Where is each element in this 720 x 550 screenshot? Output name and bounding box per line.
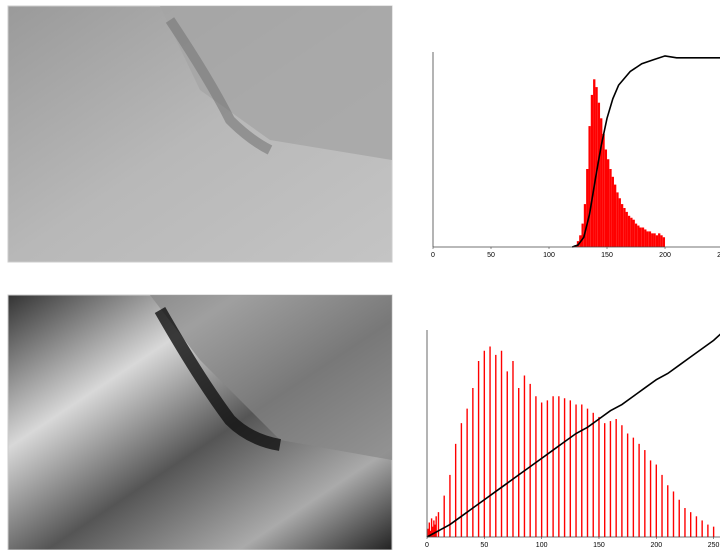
histogram-bar [614,185,616,247]
histogram-bar [663,237,665,247]
original-photo [8,6,392,262]
histogram-bar [649,231,651,247]
histogram-bar [619,198,621,247]
x-tick-label: 200 [650,542,662,549]
histogram-bar [586,169,588,247]
histogram-bar [646,231,648,247]
x-tick-label: 0 [431,252,435,259]
x-tick-label: 50 [480,542,488,549]
histogram-bar [612,177,614,247]
histogram-bar [593,79,595,247]
histogram-bar [609,169,611,247]
histogram-bar [581,224,583,247]
histogram-bar [584,204,586,247]
x-tick-label: 0 [425,542,429,549]
x-tick-label: 100 [543,252,555,259]
histogram-bar [653,233,655,247]
histogram-bar [621,204,623,247]
histogram-bar [602,134,604,247]
histogram-bar [637,226,639,247]
x-tick-label: 200 [659,252,671,259]
x-tick-label: 50 [487,252,495,259]
histogram-bar [658,233,660,247]
histogram-bar [607,159,609,247]
histogram-bar [588,126,590,247]
histogram-bar [635,224,637,247]
histogram-bar [628,216,630,247]
histogram-bar [642,228,644,248]
histogram-bar [644,229,646,247]
histogram-bar [605,150,607,248]
histogram-bar [623,208,625,247]
page: 050100150200250050100150200250 (() => { … [0,0,720,550]
x-tick-label: 250 [708,542,720,549]
histogram-bar [639,228,641,248]
histogram-bar [600,118,602,247]
histogram-bar [633,220,635,247]
figure: 050100150200250050100150200250 [0,0,720,550]
histogram-bar [630,218,632,247]
histogram-bar [656,235,658,247]
equalized-photo [8,295,392,550]
x-tick-label: 150 [601,252,613,259]
cdf-line [427,334,720,537]
histogram-bar [626,212,628,247]
x-tick-label: 150 [593,542,605,549]
histogram-bar [598,103,600,247]
histogram-bar [616,192,618,247]
x-tick-label: 100 [536,542,548,549]
histogram-bar [651,233,653,247]
histogram-bar [591,95,593,247]
histogram-bar [660,235,662,247]
